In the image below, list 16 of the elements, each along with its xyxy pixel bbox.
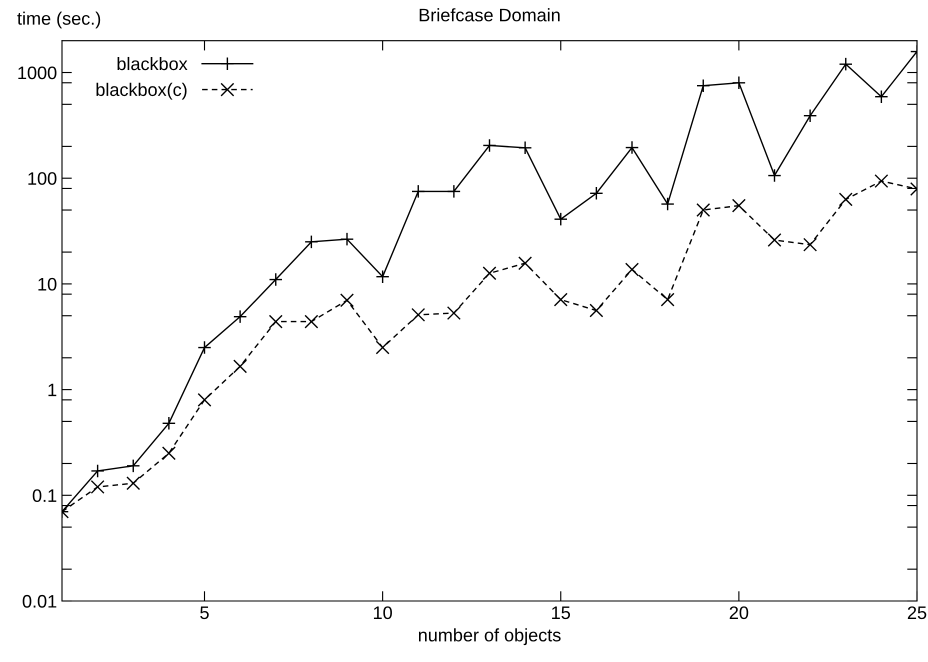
chart-title: Briefcase Domain (420, 8, 560, 22)
legend-label: blackbox (118, 56, 188, 70)
x-tick-label: 5 (200, 606, 209, 620)
x-axis-title: number of objects (418, 628, 561, 646)
x-tick-label: 25 (908, 606, 926, 620)
legend-label: blackbox(c) (96, 82, 187, 100)
y-tick-label: 10 (38, 278, 56, 291)
y-tick-label: 1000 (18, 66, 56, 80)
y-tick-label: 1 (48, 384, 56, 396)
y-tick-label: 0.01 (22, 594, 56, 608)
x-tick-label: 15 (552, 606, 570, 620)
y-tick-label: 100 (28, 172, 56, 185)
x-tick-label: 20 (730, 606, 748, 620)
y-tick-label: 0.1 (32, 489, 56, 502)
y-axis-title: time (sec.) (17, 12, 100, 28)
x-tick-label: 10 (374, 606, 392, 620)
